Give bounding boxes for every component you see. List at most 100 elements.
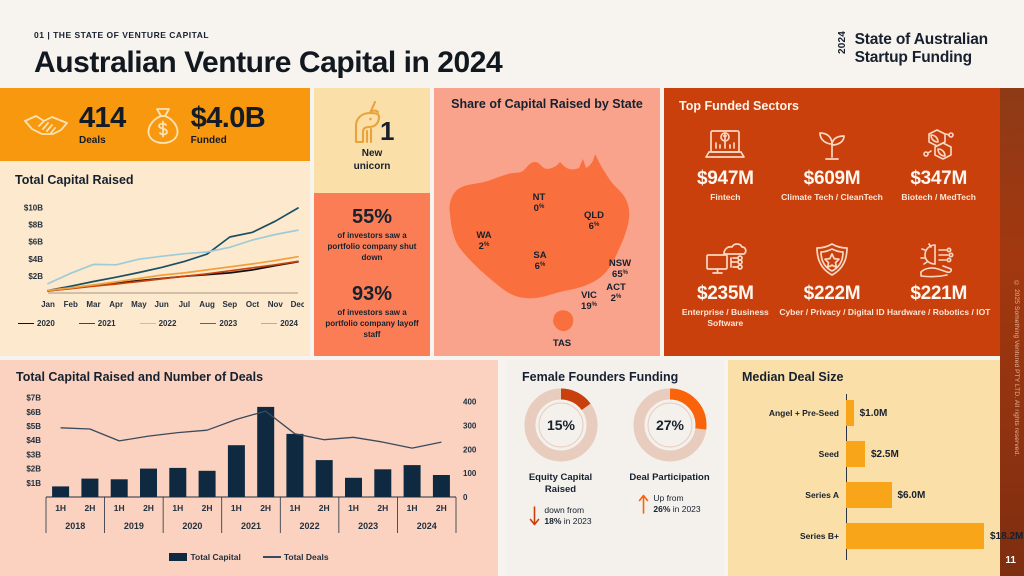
sector-label: Cyber / Privacy / Digital ID: [779, 307, 885, 317]
svg-text:400: 400: [463, 398, 477, 407]
legend-label: Total Capital: [190, 552, 241, 562]
median-bar: [846, 441, 865, 467]
svg-text:Apr: Apr: [109, 300, 123, 309]
map-state-name: ACT: [606, 282, 626, 293]
sector-value: $235M: [696, 283, 754, 304]
map-state-value: 0%: [534, 203, 545, 214]
shield-star-icon: [811, 239, 853, 281]
sector-value: $222M: [803, 283, 861, 304]
sector-item: $609M Climate Tech / CleanTech: [779, 120, 886, 235]
brand-block: 2024 State of Australian Startup Funding: [836, 31, 989, 67]
median-category: Series B+: [800, 531, 839, 541]
funded-label: Funded: [190, 134, 227, 146]
svg-text:200: 200: [463, 445, 477, 454]
bar-chart-legend: Total Capital Total Deals: [0, 552, 498, 562]
bar: [140, 468, 157, 497]
sector-label: Climate Tech / CleanTech: [781, 192, 883, 202]
svg-text:1H: 1H: [289, 503, 300, 513]
map-state-name: TAS: [553, 338, 571, 349]
unicorn-label: New unicorn: [314, 148, 430, 173]
svg-text:$2B: $2B: [26, 465, 41, 474]
new-unicorn-panel: 1 New unicorn: [314, 88, 430, 193]
sector-label: Hardware / Robotics / IOT: [886, 307, 991, 317]
map-state-name: NSW: [609, 258, 631, 269]
svg-text:2019: 2019: [124, 521, 144, 531]
svg-text:1H: 1H: [172, 503, 183, 513]
svg-text:$6B: $6B: [28, 238, 43, 247]
legend-label: Total Deals: [283, 552, 329, 562]
page-header: 01 | THE STATE OF VENTURE CAPITAL Austra…: [0, 0, 1024, 88]
svg-text:1H: 1H: [348, 503, 359, 513]
sprout-icon: [810, 124, 854, 166]
map-state-value: 19%: [581, 301, 598, 312]
median-category: Angel + Pre-Seed: [768, 408, 839, 418]
svg-text:Jun: Jun: [155, 300, 169, 309]
percent-fact-1-text: of investors saw a portfolio company lay…: [325, 308, 419, 339]
right-edge-strip: [1000, 88, 1024, 576]
svg-text:2H: 2H: [143, 503, 154, 513]
capital-and-deals-panel: Total Capital Raised and Number of Deals…: [0, 360, 498, 576]
svg-text:1H: 1H: [114, 503, 125, 513]
map-state-name: NT: [533, 192, 546, 203]
arrow-up-icon: [639, 494, 649, 514]
unicorn-label-line1: New: [361, 148, 383, 159]
donut-percent: 15%: [546, 417, 575, 433]
map-title: Share of Capital Raised by State: [451, 97, 643, 111]
page-title: Australian Venture Capital in 2024: [34, 46, 503, 79]
line-chart-legend: 2020 2021 2022 2023 2024: [18, 319, 298, 328]
map-state-name: VIC: [581, 290, 597, 301]
sector-value: $221M: [910, 283, 967, 304]
legend-swatch: [78, 322, 95, 325]
donut-chart: 15%: [524, 388, 597, 462]
bar: [227, 445, 245, 497]
svg-text:0: 0: [463, 493, 468, 502]
stat-funded: $4.0B Funded: [144, 103, 266, 146]
legend-swatch: [169, 553, 188, 561]
laptop-dollar-icon: [702, 124, 748, 166]
line-chart: $2B $4B $6B $8B $10B Jan Feb Mar Apr May Jun Jul Aug…: [8, 193, 304, 313]
brand-line-1: State of Australian: [854, 31, 989, 48]
bottom-band: Total Capital Raised and Number of Deals…: [0, 360, 1024, 576]
median-bar: [846, 482, 892, 508]
bar: [198, 470, 216, 498]
map-state-value: 0%: [557, 349, 568, 350]
money-bag-icon: [144, 105, 182, 145]
svg-text:Jan: Jan: [41, 300, 55, 309]
sector-item: $347M Biotech / MedTech: [885, 120, 992, 235]
sector-label: Fintech: [710, 192, 741, 202]
unicorn-icon: [345, 98, 391, 146]
svg-text:Sep: Sep: [222, 300, 237, 309]
map-state-value: 2%: [479, 241, 490, 252]
svg-text:Oct: Oct: [246, 300, 260, 309]
molecule-leaf-icon: [917, 124, 961, 166]
handshake-icon: [22, 107, 70, 143]
svg-text:2022: 2022: [300, 521, 320, 531]
median-deal-chart: Angel + Pre-Seed $1.0M Seed $2.5M Series A $6…: [728, 390, 1023, 570]
svg-text:2H: 2H: [436, 503, 447, 513]
investor-sentiment-panel: 55% of investors saw a portfolio company…: [314, 193, 430, 356]
brand-year: 2024: [836, 31, 848, 55]
legend-item: 2020: [18, 319, 55, 328]
legend-swatch: [262, 556, 281, 558]
sector-item: $222M Cyber / Privacy / Digital ID: [779, 235, 886, 350]
deals-label: Deals: [79, 134, 106, 146]
brand-line-2: Startup Funding: [854, 49, 973, 67]
map-state-value: 65%: [612, 269, 629, 280]
australia-mainland-shape: [449, 154, 630, 299]
legend-label: 2020: [37, 319, 55, 328]
legend-item: 2022: [139, 319, 177, 328]
median-category: Seed: [818, 449, 839, 459]
legend-swatch: [139, 322, 156, 325]
bar: [345, 477, 362, 497]
svg-text:$4B: $4B: [26, 436, 41, 445]
svg-text:2024: 2024: [417, 521, 437, 531]
unicorn-label-line2: unicorn: [353, 160, 391, 172]
legend-label: 2022: [158, 319, 177, 328]
median-category: Series A: [805, 490, 839, 500]
median-value: $6.0M: [897, 490, 926, 501]
sector-item: $947M Fintech: [672, 120, 779, 235]
donut-label: Deal Participation: [629, 472, 710, 483]
median-bar: [846, 400, 854, 426]
median-value: $1.0M: [859, 408, 888, 419]
